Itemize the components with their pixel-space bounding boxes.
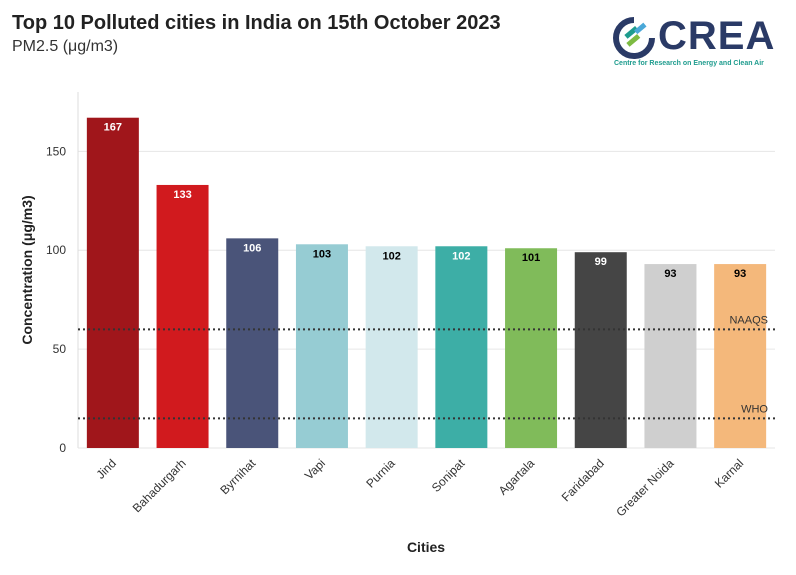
bar-value-label: 101 bbox=[522, 252, 540, 264]
chart-title: Top 10 Polluted cities in India on 15th … bbox=[12, 12, 501, 34]
bar-value-label: 93 bbox=[734, 268, 746, 280]
bar-purnia bbox=[365, 246, 418, 448]
bar-value-label: 102 bbox=[452, 250, 470, 262]
y-tick-label: 100 bbox=[46, 243, 66, 257]
logo-wordmark: CREA bbox=[658, 14, 776, 58]
bar-faridabad bbox=[574, 252, 627, 448]
x-tick-label: Bahadurgarh bbox=[130, 456, 189, 515]
bar-value-label: 102 bbox=[382, 250, 400, 262]
x-tick-label: Agartala bbox=[496, 456, 538, 498]
bar-sonipat bbox=[435, 246, 488, 448]
bar-bahadurgarh bbox=[156, 184, 209, 448]
bar-value-label: 167 bbox=[104, 122, 122, 134]
y-axis-label: Concentration (μg/m3) bbox=[19, 195, 35, 344]
bar-value-label: 93 bbox=[664, 268, 676, 280]
bar-greater-noida bbox=[644, 264, 697, 448]
y-tick-label: 150 bbox=[46, 144, 66, 158]
x-tick-label: Karnal bbox=[712, 456, 746, 490]
chart-subtitle: PM2.5 (μg/m3) bbox=[12, 38, 119, 55]
x-tick-label: Sonipat bbox=[429, 456, 468, 495]
bar-value-label: 99 bbox=[595, 256, 607, 268]
y-axis: 0 50 100 150 bbox=[46, 92, 79, 455]
reference-label: WHO bbox=[741, 403, 768, 415]
crea-logo: CREA Centre for Research on Energy and C… bbox=[612, 14, 782, 74]
x-axis: Jind Bahadurgarh Byrnihat Vapi Purnia Sonipat… bbox=[94, 456, 747, 520]
y-tick-label: 50 bbox=[53, 342, 67, 356]
bar-value-label: 103 bbox=[313, 248, 331, 260]
y-tick-label: 0 bbox=[59, 441, 66, 455]
x-axis-label: Cities bbox=[407, 539, 445, 555]
x-tick-label: Faridabad bbox=[559, 456, 607, 504]
reference-lines: NAAQS WHO bbox=[78, 314, 775, 420]
x-tick-label: Greater Noida bbox=[613, 456, 676, 519]
x-tick-label: Byrnihat bbox=[217, 456, 258, 497]
bar-byrnihat bbox=[226, 238, 279, 448]
bar-karnal bbox=[714, 264, 767, 448]
bar-agartala bbox=[505, 248, 558, 448]
reference-label: NAAQS bbox=[729, 314, 768, 326]
bar-value-label: 106 bbox=[243, 242, 261, 254]
x-tick-label: Purnia bbox=[363, 456, 398, 491]
bar-value-label: 133 bbox=[173, 189, 191, 201]
bars: 167 133 106 103 102 102 101 99 93 93 bbox=[86, 117, 767, 448]
x-tick-label: Jind bbox=[94, 456, 119, 481]
logo-tagline: Centre for Research on Energy and Clean … bbox=[614, 60, 764, 67]
x-tick-label: Vapi bbox=[302, 456, 328, 482]
bar-vapi bbox=[295, 244, 348, 448]
crea-emblem-icon bbox=[613, 17, 655, 59]
bar-jind bbox=[86, 117, 139, 448]
